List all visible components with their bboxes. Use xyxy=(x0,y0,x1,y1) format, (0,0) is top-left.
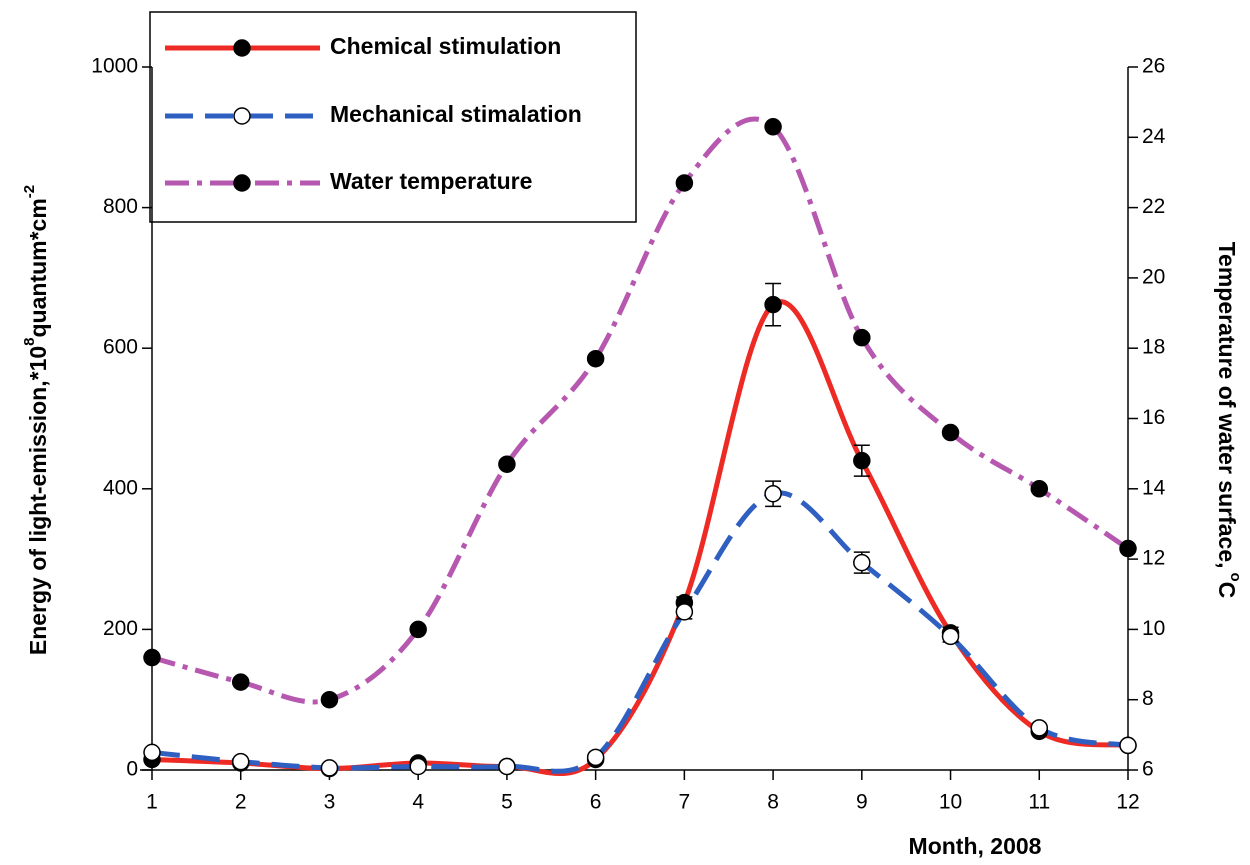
marker xyxy=(1030,719,1049,737)
marker xyxy=(853,553,871,572)
x-tick-label: 4 xyxy=(412,791,424,814)
marker xyxy=(764,295,782,314)
marker xyxy=(498,455,516,473)
marker xyxy=(941,627,960,646)
y-tick-label: 600 xyxy=(103,336,138,359)
marker xyxy=(1030,480,1049,498)
marker xyxy=(764,118,782,136)
x-tick-label: 11 xyxy=(1028,791,1050,814)
marker xyxy=(853,328,871,347)
marker xyxy=(231,752,250,771)
marker xyxy=(853,451,871,470)
x-tick-label: 6 xyxy=(590,791,602,814)
x-tick-label: 9 xyxy=(856,791,868,814)
x-tick-label: 2 xyxy=(235,791,247,814)
y-label-sup: -2 xyxy=(21,185,38,198)
y2-tick-label: 8 xyxy=(1142,687,1154,710)
marker xyxy=(409,620,427,639)
marker xyxy=(941,423,960,442)
legend-label: Mechanical stimalation xyxy=(330,101,582,127)
marker xyxy=(143,743,161,762)
x-tick-label: 3 xyxy=(324,791,336,814)
y-tick-label: 0 xyxy=(126,758,138,781)
y-tick-label: 400 xyxy=(103,476,138,499)
legend-marker xyxy=(233,107,251,125)
y2-tick-label: 14 xyxy=(1142,476,1166,499)
x-tick-label: 8 xyxy=(767,791,779,814)
marker xyxy=(675,174,694,192)
marker xyxy=(409,757,427,776)
x-tick-label: 10 xyxy=(939,791,962,814)
x-tick-label: 5 xyxy=(501,791,513,814)
y2-tick-label: 10 xyxy=(1142,617,1165,640)
y2-tick-label: 18 xyxy=(1142,336,1165,359)
marker xyxy=(143,648,161,667)
y-label-sup: 8 xyxy=(21,338,38,346)
y2-tick-label: 22 xyxy=(1142,195,1165,218)
y2-label-part: Temperature of water surface, xyxy=(1214,242,1240,569)
y2-tick-label: 6 xyxy=(1142,758,1154,781)
y2-tick-label: 16 xyxy=(1142,406,1165,429)
marker xyxy=(764,484,782,503)
y2-tick-label: 20 xyxy=(1142,265,1165,288)
marker xyxy=(586,748,605,767)
legend-label: Water temperature xyxy=(330,168,532,194)
y-label-part: Energy of light-emission,*10 xyxy=(25,346,51,655)
y-tick-label: 1000 xyxy=(91,55,138,78)
marker xyxy=(320,759,339,777)
y2-label-sup: o xyxy=(1227,573,1244,582)
legend-marker xyxy=(233,39,251,57)
y2-tick-label: 26 xyxy=(1142,55,1165,78)
marker xyxy=(231,673,250,691)
x-tick-label: 1 xyxy=(146,791,158,814)
marker xyxy=(320,690,339,709)
y2-tick-label: 24 xyxy=(1142,125,1166,148)
legend-marker xyxy=(233,174,251,192)
y-tick-label: 800 xyxy=(103,195,138,218)
y-axis-label: Energy of light-emission,*108quantum*cm-… xyxy=(21,185,51,655)
y2-axis-label: Temperature of water surface, oC xyxy=(1214,242,1244,599)
y2-label-part: C xyxy=(1214,582,1240,599)
y2-tick-label: 12 xyxy=(1142,547,1165,570)
series-line xyxy=(151,490,1129,774)
x-tick-label: 7 xyxy=(679,791,691,814)
x-tick-label: 12 xyxy=(1116,791,1139,814)
y-tick-label: 200 xyxy=(103,617,138,640)
marker xyxy=(1119,736,1137,755)
marker xyxy=(498,757,516,776)
marker xyxy=(586,349,605,368)
marker xyxy=(1119,539,1137,558)
legend-label: Chemical stimulation xyxy=(330,33,561,59)
x-axis-label: Month, 2008 xyxy=(909,833,1042,859)
y-label-part: quantum*cm xyxy=(25,198,51,337)
marker xyxy=(675,603,694,621)
